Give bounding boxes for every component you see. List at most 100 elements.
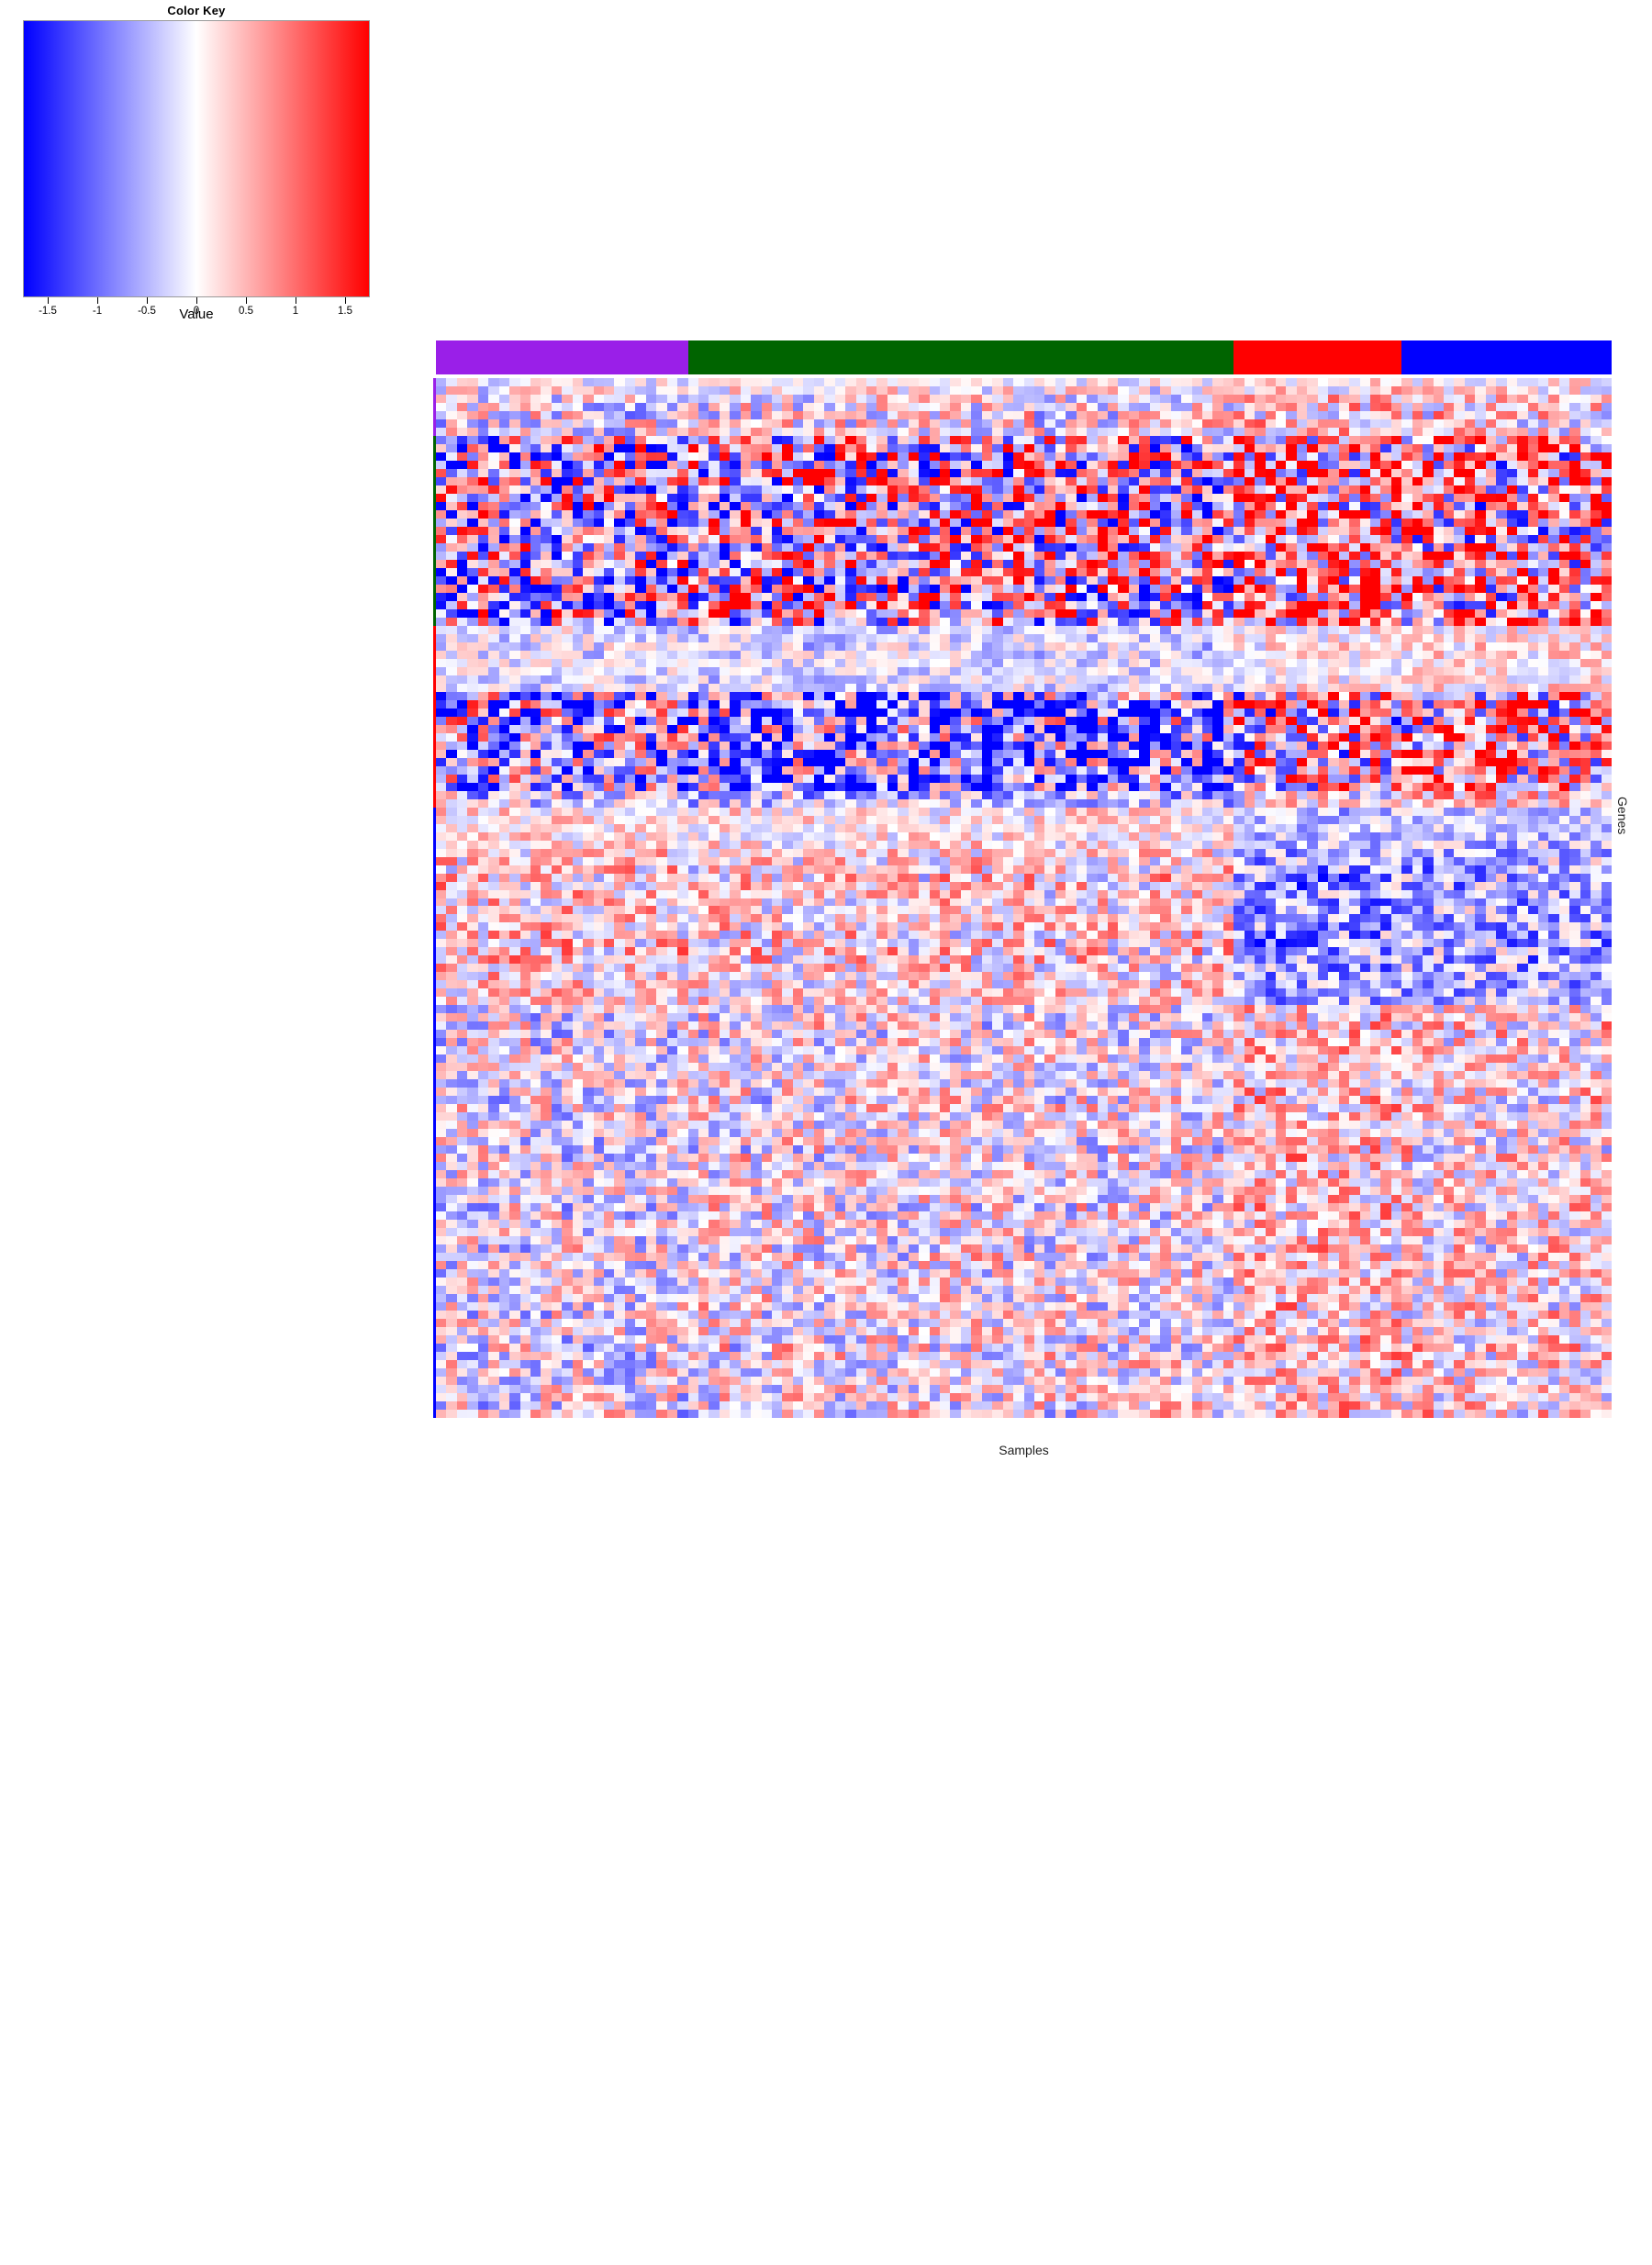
heatmap-cell — [865, 650, 877, 659]
heatmap-cell — [1212, 551, 1223, 560]
heatmap-cell — [1002, 600, 1014, 609]
heatmap-cell — [709, 633, 720, 642]
heatmap-cell — [1265, 476, 1276, 485]
heatmap-cell — [656, 691, 667, 700]
heatmap-cell — [1390, 658, 1402, 667]
heatmap-cell — [1222, 724, 1234, 733]
heatmap-cell — [1160, 708, 1171, 717]
heatmap-cell — [1496, 418, 1507, 428]
heatmap-cell — [855, 708, 866, 717]
heatmap-cell — [1380, 485, 1391, 494]
heatmap-cell — [498, 493, 510, 502]
heatmap-cell — [730, 427, 741, 436]
heatmap-cell — [971, 435, 982, 444]
heatmap-cell — [635, 534, 646, 543]
heatmap-cell — [971, 584, 982, 593]
heatmap-cell — [1149, 675, 1161, 684]
heatmap-cell — [1548, 427, 1559, 436]
heatmap-cell — [1265, 584, 1276, 593]
heatmap-cell — [792, 666, 804, 675]
heatmap-cell — [1359, 418, 1370, 428]
heatmap-cell — [1244, 468, 1256, 477]
heatmap-cell — [1496, 683, 1507, 692]
heatmap-cell — [1201, 625, 1213, 634]
heatmap-cell — [1087, 683, 1098, 692]
heatmap-cell — [604, 617, 615, 626]
heatmap-cell — [1097, 518, 1108, 527]
heatmap-cell — [677, 385, 688, 395]
heatmap-cell — [865, 625, 877, 634]
heatmap-cell — [467, 666, 478, 675]
heatmap-cell — [761, 732, 772, 742]
heatmap-cell — [1591, 675, 1602, 684]
heatmap-cell — [446, 732, 457, 742]
heatmap-cell — [519, 633, 530, 642]
heatmap-cell — [1255, 642, 1266, 651]
heatmap-cell — [562, 542, 573, 552]
heatmap-cell — [730, 691, 741, 700]
heatmap-cell — [960, 691, 972, 700]
heatmap-cell — [1181, 443, 1192, 452]
heatmap-cell — [541, 410, 552, 419]
heatmap-cell — [477, 708, 489, 717]
heatmap-cell — [761, 418, 772, 428]
heatmap-cell — [940, 501, 951, 510]
heatmap-cell — [1033, 410, 1045, 419]
heatmap-cell — [1527, 518, 1538, 527]
heatmap-cell — [1149, 385, 1161, 395]
heatmap-cell — [1369, 575, 1381, 585]
heatmap-cell — [1328, 394, 1339, 403]
heatmap-cell — [1433, 592, 1444, 601]
heatmap-cell — [751, 567, 762, 576]
heatmap-cell — [1244, 658, 1256, 667]
heatmap-cell — [1055, 633, 1066, 642]
heatmap-cell — [1118, 443, 1129, 452]
heatmap-cell — [1276, 642, 1287, 651]
heatmap-cell — [1444, 683, 1455, 692]
heatmap-cell — [971, 476, 982, 485]
heatmap-cell — [1579, 468, 1591, 477]
heatmap-cell — [834, 385, 846, 395]
heatmap-cell — [730, 724, 741, 733]
heatmap-cell — [541, 608, 552, 618]
heatmap-cell — [887, 683, 899, 692]
heatmap-cell — [772, 526, 783, 535]
heatmap-cell — [919, 402, 930, 411]
heatmap-cell — [992, 534, 1003, 543]
heatmap-cell — [604, 625, 615, 634]
heatmap-cell — [477, 526, 489, 535]
heatmap-cell — [950, 542, 961, 552]
heatmap-cell — [1201, 443, 1213, 452]
heatmap-cell — [1454, 460, 1465, 469]
heatmap-cell — [604, 509, 615, 519]
heatmap-cell — [992, 724, 1003, 733]
heatmap-cell — [656, 592, 667, 601]
heatmap-cell — [1265, 402, 1276, 411]
heatmap-cell — [1496, 708, 1507, 717]
heatmap-cell — [919, 658, 930, 667]
heatmap-cell — [1201, 683, 1213, 692]
heatmap-cell — [761, 452, 772, 461]
heatmap-cell — [1317, 418, 1329, 428]
heatmap-cell — [498, 410, 510, 419]
heatmap-cell — [803, 625, 814, 634]
heatmap-cell — [908, 675, 920, 684]
heatmap-cell — [1464, 658, 1476, 667]
heatmap-cell — [1454, 567, 1465, 576]
heatmap-cell — [1212, 584, 1223, 593]
heatmap-cell — [1013, 385, 1024, 395]
heatmap-cell — [887, 435, 899, 444]
heatmap-cell — [477, 542, 489, 552]
heatmap-cell — [467, 633, 478, 642]
heatmap-cell — [1255, 691, 1266, 700]
heatmap-cell — [824, 650, 835, 659]
heatmap-cell — [709, 724, 720, 733]
heatmap-cell — [562, 724, 573, 733]
heatmap-cell — [1579, 485, 1591, 494]
heatmap-cell — [1013, 501, 1024, 510]
heatmap-cell — [1475, 691, 1486, 700]
heatmap-cell — [530, 592, 541, 601]
heatmap-cell — [960, 427, 972, 436]
heatmap-cell — [436, 452, 447, 461]
heatmap-cell — [583, 716, 594, 725]
